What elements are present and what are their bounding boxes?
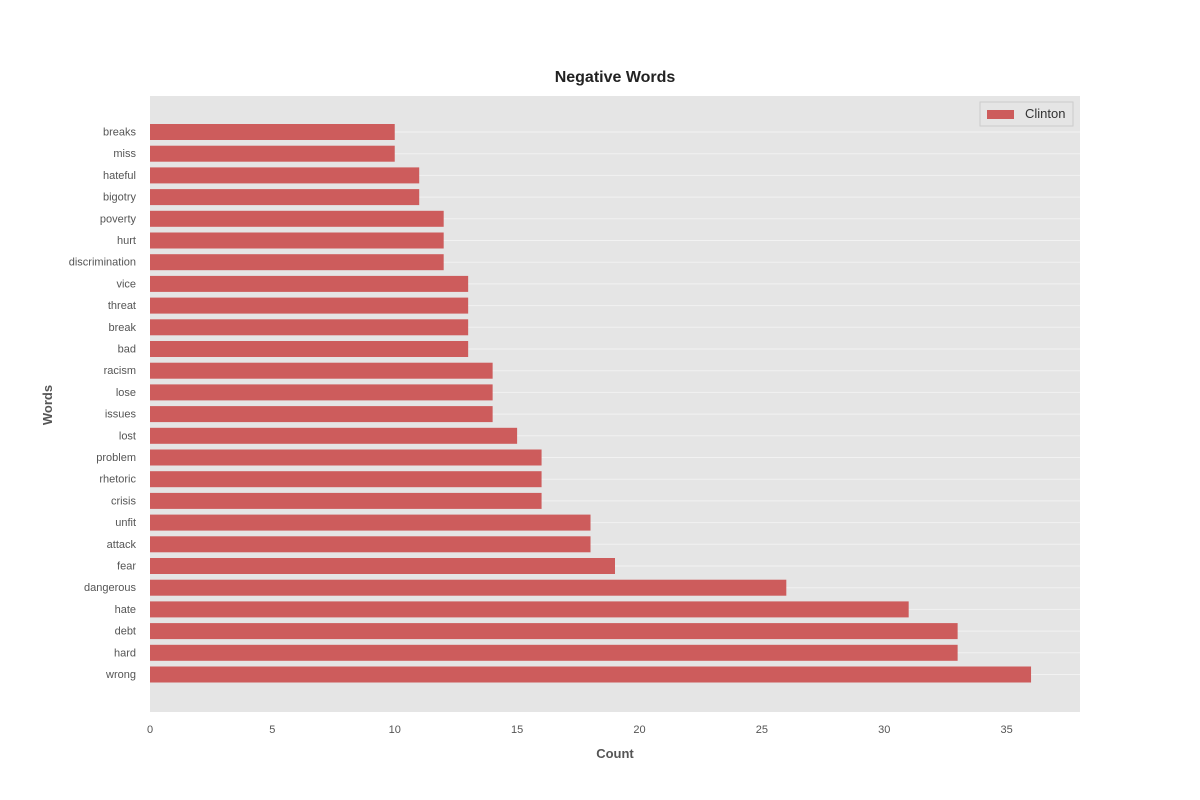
y-tick-label: fear xyxy=(117,561,136,573)
bar-hate xyxy=(150,601,909,618)
bar-threat xyxy=(150,297,469,314)
y-tick-label: breaks xyxy=(103,127,137,139)
bar-crisis xyxy=(150,492,542,509)
x-axis-label: Count xyxy=(596,746,634,761)
y-tick-label: hurt xyxy=(117,235,136,247)
bar-bigotry xyxy=(150,189,420,206)
x-tick-label: 5 xyxy=(269,724,275,736)
x-tick-label: 30 xyxy=(878,724,890,736)
bar-lose xyxy=(150,384,493,401)
plot-area xyxy=(150,96,1080,712)
y-tick-label: lost xyxy=(119,430,136,442)
y-tick-label: bigotry xyxy=(103,192,137,204)
y-tick-label: crisis xyxy=(111,495,137,507)
y-tick-label: dangerous xyxy=(84,582,136,594)
bar-hateful xyxy=(150,167,420,184)
bar-lost xyxy=(150,427,518,444)
y-tick-label: bad xyxy=(118,344,136,356)
bar-miss xyxy=(150,145,395,162)
bar-breaks xyxy=(150,124,395,140)
chart-title: Negative Words xyxy=(555,69,676,86)
x-tick-label: 20 xyxy=(633,724,645,736)
legend-label: Clinton xyxy=(1025,106,1065,121)
bar-dangerous xyxy=(150,579,787,596)
y-tick-label: problem xyxy=(96,452,136,464)
bar-poverty xyxy=(150,210,444,227)
bar-vice xyxy=(150,275,469,292)
x-tick-label: 35 xyxy=(1000,724,1012,736)
y-tick-label: wrong xyxy=(105,669,136,681)
bars xyxy=(150,124,1032,683)
y-tick-labels: breaks miss hateful bigotry poverty hurt discr… xyxy=(69,127,137,682)
y-tick-label: unfit xyxy=(115,517,136,529)
legend-swatch xyxy=(987,110,1014,119)
x-tick-label: 10 xyxy=(389,724,401,736)
bar-hurt xyxy=(150,232,444,249)
y-tick-label: hate xyxy=(115,604,136,616)
x-tick-label: 15 xyxy=(511,724,523,736)
y-tick-label: racism xyxy=(104,365,136,377)
y-tick-label: attack xyxy=(107,539,137,551)
y-tick-label: hard xyxy=(114,647,136,659)
bar-racism xyxy=(150,362,493,379)
x-tick-labels: 0 5 10 15 20 25 30 35 xyxy=(147,724,1013,736)
bar-fear xyxy=(150,558,615,574)
y-tick-label: rhetoric xyxy=(99,474,136,486)
y-tick-label: poverty xyxy=(100,213,137,225)
y-tick-label: vice xyxy=(116,278,136,290)
y-axis-label: Words xyxy=(40,385,55,425)
y-tick-label: break xyxy=(108,322,136,334)
y-tick-label: debt xyxy=(115,626,136,638)
y-tick-label: hateful xyxy=(103,170,136,182)
bar-attack xyxy=(150,536,591,553)
bar-bad xyxy=(150,341,469,357)
bar-discrimination xyxy=(150,254,444,271)
y-tick-label: miss xyxy=(113,148,136,160)
bar-wrong xyxy=(150,666,1032,683)
bar-unfit xyxy=(150,514,591,531)
x-tick-label: 25 xyxy=(756,724,768,736)
bar-debt xyxy=(150,623,958,640)
x-tick-label: 0 xyxy=(147,724,153,736)
y-tick-label: lose xyxy=(116,387,136,399)
bar-rhetoric xyxy=(150,471,542,488)
legend: Clinton xyxy=(979,101,1074,127)
y-tick-label: issues xyxy=(105,409,137,421)
y-tick-label: discrimination xyxy=(69,257,136,269)
bar-hard xyxy=(150,644,958,661)
bar-break xyxy=(150,319,469,336)
y-tick-label: threat xyxy=(108,300,136,312)
bar-problem xyxy=(150,449,542,466)
bar-issues xyxy=(150,406,493,423)
